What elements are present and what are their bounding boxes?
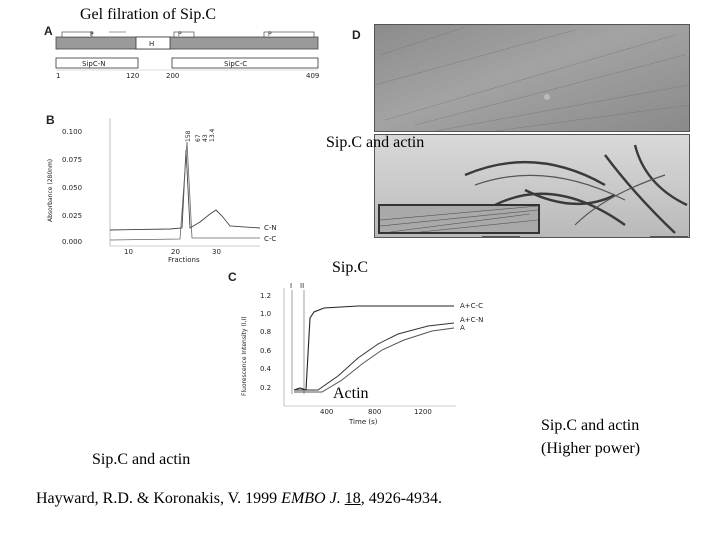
panel-c-top-marker: I [290,282,292,290]
panel-b-xtick: 30 [212,248,221,256]
panel-c-ytick: 0.6 [260,347,272,355]
panel-b-series-label: C-C [264,235,276,243]
panel-b-trace-cn [109,149,261,231]
panel-c-ytick: 1.0 [260,310,271,318]
citation: Hayward, R.D. & Koronakis, V. 1999 EMBO … [36,490,442,508]
panel-c-ytick: 0.2 [260,384,271,392]
panel-a-domain-diagram: P H P P SipC-N SipC-C 1 120 200 409 [55,31,319,80]
panel-a-tick: 120 [126,72,139,80]
micrograph-inset-higher-power [378,204,540,234]
panel-c-ytick: 0.4 [260,365,272,373]
scale-bar [650,236,688,238]
citation-pages: , 4926-4934. [360,490,443,507]
citation-journal: EMBO J. [281,490,341,507]
panel-c-ytick: 0.8 [260,328,271,336]
panel-b-ytick: 0.075 [62,156,82,164]
panel-b-ytick: 0.000 [62,238,82,246]
caption-higher-power-line2: (Higher power) [541,440,641,457]
panel-c-series-label: A+C-N [460,316,483,324]
micrograph-sipc-actin-bundles [464,144,688,234]
panel-b-marker: 13.4 [209,128,216,142]
panel-c-series-label: A [460,324,465,332]
panel-a-segment-label: P [178,31,182,38]
panel-a-tick: 409 [306,72,319,80]
citation-volume: 18 [344,490,361,507]
panel-b-marker: 43 [202,134,209,142]
panel-a-tick: 200 [166,72,179,80]
panel-a-letter: A [44,24,53,38]
panel-c-top-marker: II [300,282,304,290]
micrograph-inset-fibres [380,206,538,232]
caption-higher-power-line1: Sip.C and actin [541,417,640,434]
panel-b-elution-chart: Absorbance (280nm) 0.100 0.075 0.050 0.0… [47,118,277,264]
caption-sipc-middle: Sip.C [332,259,369,276]
panel-c-xlabel: Time (s) [348,418,378,426]
panel-a-box-label: SipC-N [82,60,105,68]
panel-b-xtick: 10 [124,248,133,256]
panel-b-xtick: 20 [171,248,180,256]
panel-b-xlabel: Fractions [168,256,200,264]
panel-b-marker: 67 [195,134,202,142]
panel-c-trace-acc [293,305,454,391]
panel-b-ytick: 0.025 [62,212,82,220]
panel-b-trace-cc [109,141,260,241]
panel-d-letter: D [352,28,361,42]
panel-a-box-label: SipC-C [224,60,247,68]
panel-c-trace-acn [294,322,455,391]
scale-bar [482,236,520,238]
panel-a-segment-label: H [149,40,154,48]
panel-c-ylabel: Fluorescence Intensity (I,I) [241,316,248,396]
panel-b-series-label: C-N [264,224,277,232]
panel-a-segment-label: P [90,31,94,38]
panel-b-letter: B [46,113,55,127]
panel-c-letter: C [228,270,237,284]
caption-gel-filtration: Gel filration of Sip.C [80,6,216,23]
panel-b-marker: 158 [185,130,192,142]
micrograph-sipc-fibres [375,26,689,131]
caption-actin: Actin [333,385,369,402]
panel-c-fluorescence-chart: Fluorescence Intensity (I,I) 1.2 1.0 0.8… [241,282,483,426]
panel-a-tick: 1 [56,72,60,80]
panel-c-xtick: 800 [368,408,381,416]
panel-c-trace-a [294,327,455,393]
panel-c-series-label: A+C-C [460,302,483,310]
panel-a-segment-label: P [268,31,272,38]
panel-c-xtick: 1200 [414,408,432,416]
panel-b-ytick: 0.050 [62,184,82,192]
panel-c-ytick: 1.2 [260,292,271,300]
micrograph-sipc [374,24,690,132]
panel-c-xtick: 400 [320,408,333,416]
citation-authors: Hayward, R.D. & Koronakis, V. 1999 [36,490,282,507]
caption-sipc-actin-top: Sip.C and actin [326,134,425,151]
panel-b-ytick: 0.100 [62,128,82,136]
caption-sipc-actin-bottom: Sip.C and actin [92,451,191,468]
panel-b-ylabel: Absorbance (280nm) [47,159,54,222]
